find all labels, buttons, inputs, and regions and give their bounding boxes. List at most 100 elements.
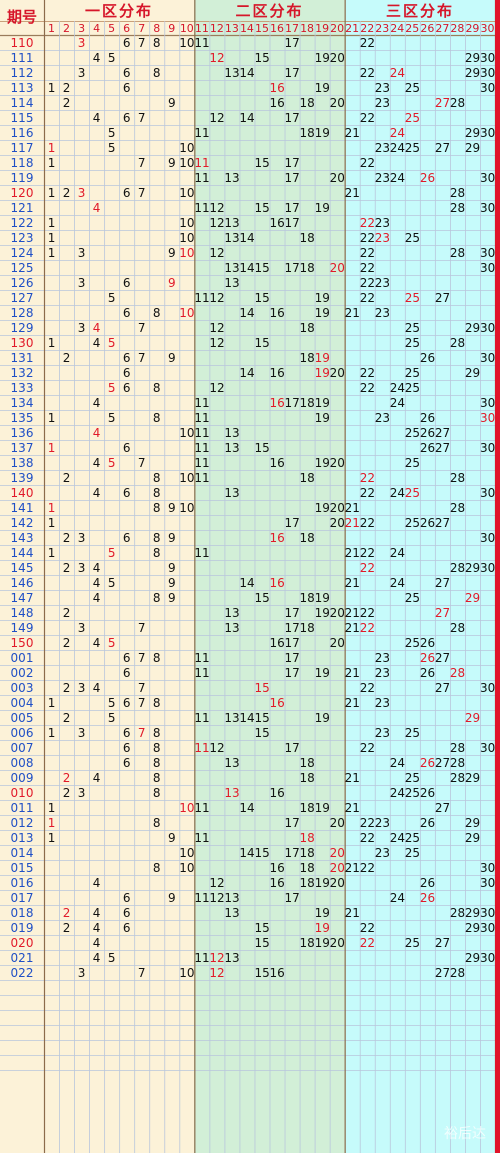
period-label: 008 — [10, 756, 34, 770]
number-cell: 27 — [434, 606, 451, 620]
period-label: 009 — [10, 771, 34, 785]
number-cell: 30 — [479, 876, 496, 890]
number-cell: 22 — [359, 231, 375, 245]
number-cell: 13 — [224, 66, 240, 80]
number-cell: 25 — [404, 336, 421, 350]
number-cell: 12 — [209, 51, 225, 65]
number-cell: 3 — [77, 966, 86, 980]
number-cell: 5 — [107, 381, 116, 395]
period-label: 138 — [10, 456, 34, 470]
column-header-9: 9 — [168, 22, 176, 35]
number-cell: 27 — [434, 291, 451, 305]
number-cell: 11 — [194, 546, 210, 560]
column-header-8: 8 — [153, 22, 161, 35]
number-cell: 3 — [77, 276, 86, 290]
number-cell: 15 — [254, 51, 270, 65]
column-header-28: 28 — [450, 22, 465, 35]
number-cell: 4 — [92, 336, 101, 350]
number-cell: 30 — [479, 411, 496, 425]
number-cell: 28 — [449, 501, 466, 515]
number-cell: 2 — [62, 921, 71, 935]
period-label: 012 — [10, 816, 34, 830]
number-cell: 16 — [269, 636, 285, 650]
zone2-title: 二区分布 — [235, 2, 304, 20]
number-cell: 17 — [284, 666, 300, 680]
number-cell: 5 — [107, 711, 116, 725]
number-cell: 7 — [137, 156, 146, 170]
number-cell: 15 — [254, 156, 270, 170]
number-cell: 24 — [389, 891, 406, 905]
number-cell: 29 — [464, 711, 481, 725]
number-cell: 10 — [179, 861, 195, 875]
period-label: 124 — [10, 246, 34, 260]
number-cell: 14 — [239, 366, 255, 380]
number-cell: 30 — [479, 741, 496, 755]
number-cell: 9 — [167, 531, 176, 545]
period-label: 145 — [10, 561, 34, 575]
period-column-title: 期号 — [6, 8, 37, 26]
number-cell: 15 — [254, 201, 270, 215]
number-cell: 21 — [344, 621, 360, 635]
number-cell: 10 — [179, 846, 195, 860]
period-label: 144 — [10, 546, 34, 560]
number-cell: 7 — [137, 681, 146, 695]
number-cell: 29 — [464, 906, 481, 920]
number-cell: 6 — [122, 891, 131, 905]
column-header-7: 7 — [138, 22, 146, 35]
number-cell: 15 — [254, 591, 270, 605]
period-label: 005 — [10, 711, 34, 725]
number-cell: 30 — [479, 351, 496, 365]
number-cell: 30 — [479, 66, 496, 80]
number-cell: 1 — [47, 141, 56, 155]
number-cell: 5 — [107, 636, 116, 650]
number-cell: 9 — [167, 561, 176, 575]
number-cell: 23 — [374, 726, 390, 740]
number-cell: 1 — [47, 156, 56, 170]
number-cell: 25 — [404, 111, 421, 125]
number-cell: 22 — [359, 471, 375, 485]
number-cell: 21 — [344, 501, 360, 515]
number-cell: 28 — [449, 336, 466, 350]
number-cell: 11 — [194, 651, 210, 665]
number-cell: 3 — [77, 66, 86, 80]
number-cell: 24 — [389, 786, 406, 800]
number-cell: 28 — [449, 666, 466, 680]
number-cell: 18 — [299, 231, 315, 245]
number-cell: 29 — [464, 921, 481, 935]
number-cell: 23 — [374, 96, 390, 110]
number-cell: 12 — [209, 201, 225, 215]
number-cell: 15 — [254, 711, 270, 725]
number-cell: 22 — [359, 861, 375, 875]
number-cell: 6 — [122, 66, 131, 80]
number-cell: 14 — [239, 711, 255, 725]
period-label: 130 — [10, 336, 34, 350]
number-cell: 22 — [359, 936, 375, 950]
number-cell: 9 — [167, 156, 176, 170]
number-cell: 20 — [329, 516, 345, 530]
number-cell: 22 — [359, 921, 375, 935]
number-cell: 27 — [434, 426, 451, 440]
number-cell: 23 — [374, 231, 390, 245]
number-cell: 18 — [299, 831, 315, 845]
number-cell: 9 — [167, 351, 176, 365]
period-label: 115 — [10, 111, 34, 125]
number-cell: 28 — [449, 201, 466, 215]
number-cell: 1 — [47, 546, 56, 560]
number-cell: 8 — [152, 756, 161, 770]
number-cell: 23 — [374, 216, 390, 230]
number-cell: 12 — [209, 321, 225, 335]
number-cell: 8 — [152, 786, 161, 800]
number-cell: 8 — [152, 66, 161, 80]
number-cell: 30 — [479, 201, 496, 215]
number-cell: 19 — [314, 366, 330, 380]
number-cell: 19 — [314, 81, 330, 95]
period-label: 007 — [10, 741, 34, 755]
number-cell: 4 — [92, 876, 101, 890]
number-cell: 12 — [209, 216, 225, 230]
number-cell: 18 — [299, 531, 315, 545]
number-cell: 15 — [254, 336, 270, 350]
number-cell: 23 — [374, 81, 390, 95]
number-cell: 30 — [479, 261, 496, 275]
number-cell: 26 — [419, 891, 436, 905]
number-cell: 7 — [137, 651, 146, 665]
